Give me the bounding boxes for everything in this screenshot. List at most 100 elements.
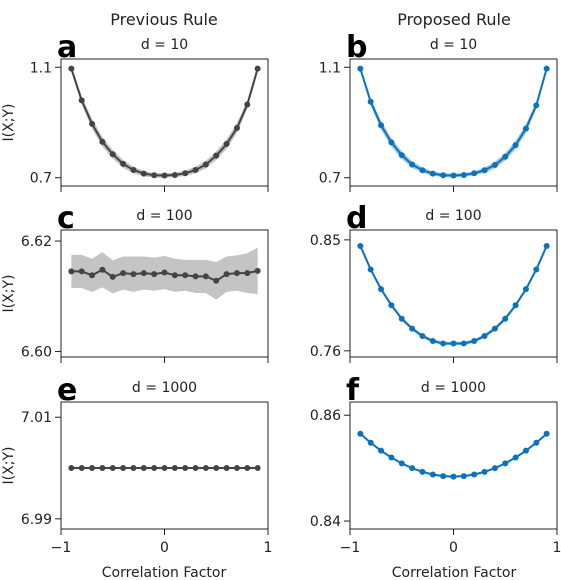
panel-b-data-point	[357, 65, 364, 72]
panel-b-y-tick-label: 1.1	[319, 60, 341, 76]
panel-c-data-point	[140, 270, 147, 277]
panel-b-series-line	[359, 68, 548, 177]
panel-c-data-point	[120, 270, 127, 277]
panel-c-data-point	[68, 268, 75, 275]
panel-a-data-point	[254, 65, 261, 72]
panel-c-y-axis-label: I(X;Y)	[1, 275, 17, 313]
panel-a-y-axis-label: I(X;Y)	[1, 104, 17, 142]
panel-d-data-point	[450, 340, 457, 347]
panel-b-data-point	[367, 98, 374, 105]
x-axis-label-right: Correlation Factor	[392, 565, 517, 580]
panel-d-frame	[349, 229, 558, 358]
panel-b-data-point	[429, 170, 436, 177]
panel-d-data-point	[481, 333, 488, 340]
panel-a-data-point	[68, 65, 75, 72]
panel-e-x-tick-label: 1	[264, 540, 273, 556]
panel-a-data-point	[192, 166, 199, 173]
panel-b-data-point	[481, 167, 488, 174]
panel-d-data-point	[471, 337, 478, 344]
panel-a-data-point	[171, 171, 178, 178]
panel-a-data-point	[130, 166, 137, 173]
panel-f-data-point	[533, 439, 540, 446]
panel-a-data-point	[244, 101, 251, 108]
panel-d-letter: d	[346, 201, 367, 236]
panel-c-y-tick-label: 6.60	[21, 344, 52, 360]
panel-a-data-point	[202, 161, 209, 168]
panel-e-data-point	[233, 465, 240, 472]
panel-f: −1 0 1 0.84 0.86 d = 1000 f	[310, 373, 561, 556]
panel-d-data-point	[398, 315, 405, 322]
panel-b-error-band	[360, 65, 547, 178]
panel-d-data-point	[419, 333, 426, 340]
panel-e-x-tick-label: −1	[51, 540, 72, 556]
panel-c: 6.60 6.62 d = 100 c I(X;Y)	[1, 201, 269, 363]
panel-c-data-point	[99, 266, 106, 273]
panel-a-y-tick-label: 0.7	[30, 171, 52, 187]
panel-a-data-point	[223, 141, 230, 148]
panel-d: 0.76 0.85 d = 100 d	[310, 201, 558, 363]
panel-c-data-point	[244, 270, 251, 277]
panel-a-series-line	[70, 68, 259, 177]
panel-b-data-point	[419, 167, 426, 174]
panel-f-y-tick-label: 0.86	[310, 408, 341, 424]
panel-e-data-point	[254, 465, 261, 472]
panel-e-data-point	[161, 465, 168, 472]
panel-e-data-point	[140, 465, 147, 472]
panel-d-title: d = 100	[425, 208, 481, 224]
panel-a: 0.7 1.1 d = 10 a I(X;Y)	[1, 30, 269, 192]
panel-f-data-point	[450, 473, 457, 480]
panel-a-data-point	[99, 138, 106, 145]
panel-d-data-point	[533, 266, 540, 273]
panel-c-data-point	[171, 272, 178, 279]
panel-b-data-point	[409, 161, 416, 168]
panel-d-data-point	[367, 266, 374, 273]
panel-b-title: d = 10	[430, 37, 477, 53]
panel-a-y-tick-label: 1.1	[30, 60, 52, 76]
panel-a-data-point	[233, 125, 240, 132]
panel-d-data-point	[357, 243, 364, 250]
panel-d-data-point	[512, 302, 519, 309]
panel-b-letter: b	[346, 30, 367, 65]
panel-b-data-point	[512, 142, 519, 149]
panel-d-data-point	[409, 325, 416, 332]
panel-a-data-point	[120, 160, 127, 167]
panel-a-data-point	[140, 170, 147, 177]
panel-f-letter: f	[346, 373, 360, 408]
panel-e-data-point	[202, 465, 209, 472]
panel-f-title: d = 1000	[421, 380, 486, 396]
panel-d-error-band	[360, 244, 547, 346]
panel-e-data-point	[171, 465, 178, 472]
panel-e-data-point	[89, 465, 96, 472]
panel-f-data-point	[471, 471, 478, 478]
panel-f-data-point	[512, 454, 519, 461]
panel-f-data-point	[502, 460, 509, 467]
panel-b-data-point	[398, 152, 405, 159]
panel-b-data-point	[388, 139, 395, 146]
panel-f-data-point	[481, 468, 488, 475]
panel-c-data-point	[213, 277, 220, 284]
panel-b-data-point	[471, 170, 478, 177]
panel-a-data-point	[109, 151, 116, 158]
panel-b-data-point	[440, 172, 447, 179]
panel-f-x-tick-label: 1	[553, 540, 561, 556]
panel-e-title: d = 1000	[132, 380, 197, 396]
x-axis-label-left: Correlation Factor	[102, 565, 227, 580]
panel-d-data-point	[388, 302, 395, 309]
panel-f-frame	[349, 401, 558, 530]
panel-f-data-point	[419, 468, 426, 475]
panel-a-error-band	[71, 65, 258, 178]
panel-e-y-tick-label: 6.99	[21, 512, 52, 528]
panel-c-letter: c	[57, 201, 75, 236]
panel-b-data-point	[543, 65, 550, 72]
panel-e-data-point	[78, 465, 85, 472]
panel-e-y-axis-label: I(X;Y)	[1, 447, 17, 485]
panel-c-data-point	[223, 271, 230, 278]
panel-e-data-point	[68, 465, 75, 472]
panel-c-data-point	[130, 271, 137, 278]
panel-f-data-point	[543, 430, 550, 437]
panel-e-data-point	[120, 465, 127, 472]
panel-e-data-point	[182, 465, 189, 472]
panel-a-data-point	[151, 172, 158, 179]
panel-f-data-point	[409, 465, 416, 472]
panel-a-title: d = 10	[141, 37, 188, 53]
